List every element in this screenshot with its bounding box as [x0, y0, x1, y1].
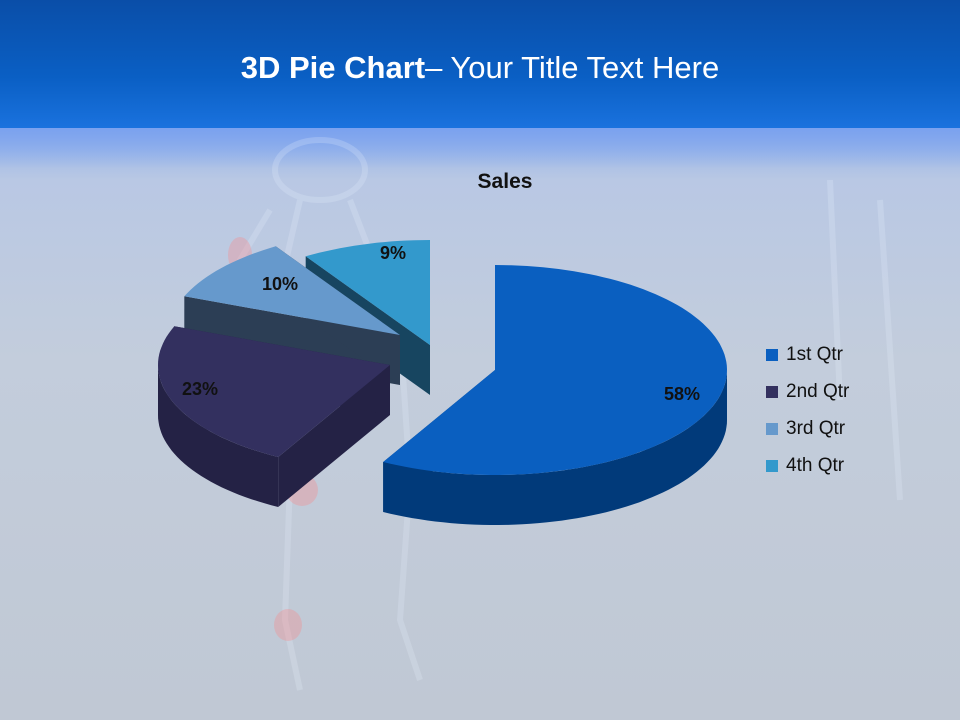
chart-title: Sales — [478, 170, 533, 193]
title-bold: 3D Pie Chart — [240, 50, 426, 85]
data-label-1: 58% — [664, 384, 700, 404]
data-label-2: 23% — [182, 379, 218, 399]
legend: 1st Qtr 2nd Qtr 3rd Qtr 4th Qtr — [766, 336, 849, 484]
legend-label: 2nd Qtr — [786, 380, 850, 402]
slice-3[interactable] — [184, 246, 400, 335]
legend-swatch — [766, 422, 778, 435]
slice-outer-wall-1 — [383, 370, 727, 525]
slide-title: 3D Pie Chart– Your Title Text Here — [0, 50, 960, 86]
legend-label: 3rd Qtr — [786, 417, 846, 439]
legend-item: 3rd Qtr — [766, 410, 849, 447]
slice-outer-wall-2 — [158, 365, 279, 507]
legend-item: 1st Qtr — [766, 336, 849, 373]
banner-glow — [0, 128, 960, 168]
slice-1[interactable] — [383, 265, 727, 475]
legend-item: 4th Qtr — [766, 447, 849, 484]
title-rest: – Your Title Text Here — [425, 50, 720, 85]
legend-swatch — [766, 459, 778, 472]
legend-label: 4th Qtr — [786, 454, 845, 476]
slice-4[interactable] — [305, 240, 430, 345]
legend-swatch — [766, 348, 778, 361]
title-banner — [0, 0, 960, 128]
data-label-4: 9% — [380, 243, 406, 263]
slice-2[interactable] — [158, 326, 390, 457]
data-label-3: 10% — [262, 274, 298, 294]
legend-label: 1st Qtr — [786, 343, 844, 365]
legend-swatch — [766, 385, 778, 398]
legend-item: 2nd Qtr — [766, 373, 849, 410]
